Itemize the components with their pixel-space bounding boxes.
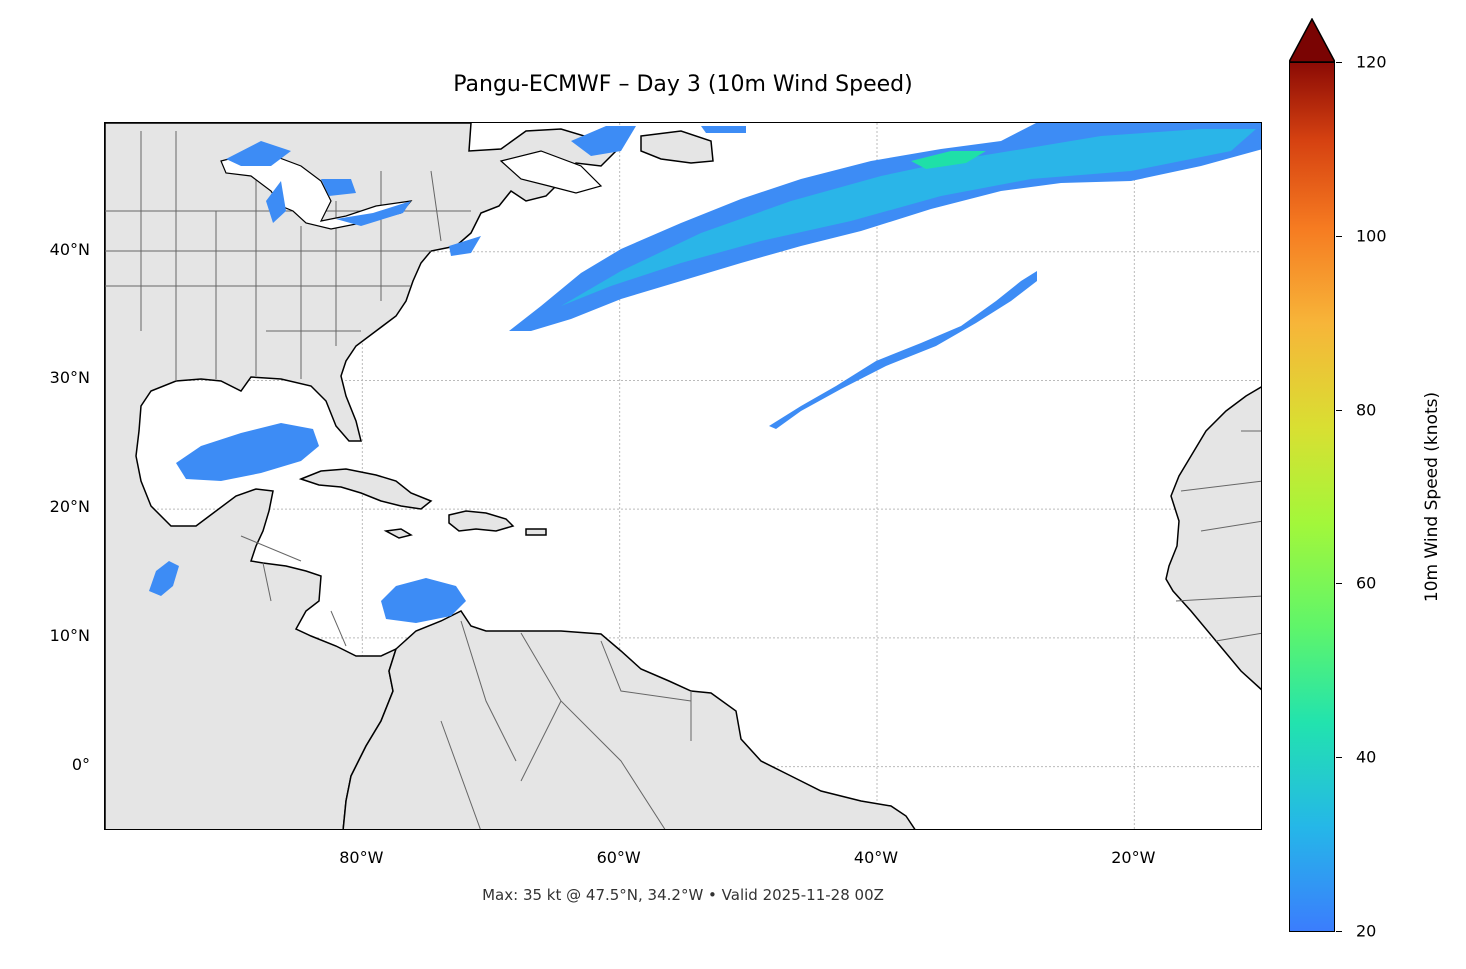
- lon-tick-label: 60°W: [596, 848, 641, 867]
- wind-area-gulf-of-st-lawrence: [571, 126, 746, 156]
- lat-tick-label: 20°N: [49, 497, 90, 517]
- colorbar-tick-mark: [1336, 757, 1342, 759]
- africa-land: [1165, 386, 1261, 691]
- lat-tick-label: 40°N: [49, 239, 90, 259]
- newfoundland-land: [640, 130, 714, 164]
- wind-area-caribbean: [381, 578, 466, 623]
- map-canvas: [105, 123, 1261, 829]
- colorbar: [1289, 62, 1335, 932]
- wind-area-gulf-of-tehuantepec: [149, 561, 179, 596]
- lat-tick-label: 10°N: [49, 625, 90, 645]
- lon-tick-label: 20°W: [1111, 848, 1156, 867]
- north-america-land: [105, 123, 618, 829]
- jamaica-land: [383, 528, 413, 539]
- gulf-of-st-lawrence: [499, 150, 603, 194]
- wind-peak-north-atlantic-jet: [911, 151, 986, 169]
- lon-tick-label: 80°W: [339, 848, 384, 867]
- colorbar-extend-arrow: [1289, 18, 1335, 63]
- colorbar-tick-label: 120: [1356, 52, 1387, 72]
- puerto-rico-land: [525, 528, 547, 536]
- colorbar-tick-label: 100: [1356, 226, 1387, 246]
- colorbar-label: 10m Wind Speed (knots): [1422, 391, 1442, 603]
- wind-area-subtropical-band: [769, 271, 1037, 429]
- map-panel[interactable]: [104, 122, 1262, 830]
- wind-area-gulf-of-mexico: [176, 423, 319, 481]
- hispaniola-land: [448, 510, 515, 532]
- colorbar-tick-label: 60: [1356, 573, 1377, 593]
- colorbar-tick-mark: [1336, 62, 1342, 63]
- colorbar-tick-label: 40: [1356, 747, 1377, 767]
- lat-tick-label: 30°N: [49, 368, 90, 388]
- wind-shading-layer: [149, 123, 1261, 623]
- colorbar-tick-mark: [1336, 409, 1342, 411]
- colorbar-tick-label: 20: [1356, 921, 1377, 941]
- colorbar-tick-mark: [1336, 235, 1342, 237]
- colorbar-tick-mark: [1336, 583, 1342, 585]
- lat-tick-label: 0°: [71, 754, 90, 774]
- land-layer: [105, 123, 1261, 829]
- colorbar-tick-mark: [1336, 931, 1342, 932]
- colorbar-tick-label: 80: [1356, 400, 1377, 420]
- south-america-land: [342, 610, 916, 829]
- wind-area-great-lakes: [226, 141, 481, 256]
- political-borders: [105, 131, 1261, 829]
- footer-note: Max: 35 kt @ 47.5°N, 34.2°W • Valid 2025…: [482, 886, 884, 904]
- lon-tick-label: 40°W: [853, 848, 899, 867]
- cuba-land: [298, 468, 433, 510]
- map-title: Pangu-ECMWF – Day 3 (10m Wind Speed): [453, 72, 913, 97]
- wind-core-north-atlantic-jet: [561, 129, 1256, 306]
